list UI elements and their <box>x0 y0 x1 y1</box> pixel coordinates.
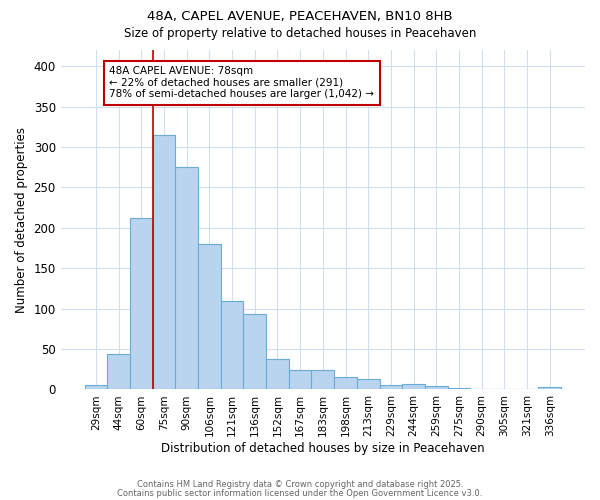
Bar <box>198 244 221 390</box>
Bar <box>107 354 130 390</box>
Text: Contains public sector information licensed under the Open Government Licence v3: Contains public sector information licen… <box>118 489 482 498</box>
X-axis label: Distribution of detached houses by size in Peacehaven: Distribution of detached houses by size … <box>161 442 485 455</box>
Bar <box>334 376 357 390</box>
Bar <box>402 384 425 390</box>
Text: 48A, CAPEL AVENUE, PEACEHAVEN, BN10 8HB: 48A, CAPEL AVENUE, PEACEHAVEN, BN10 8HB <box>147 10 453 23</box>
Text: Size of property relative to detached houses in Peacehaven: Size of property relative to detached ho… <box>124 28 476 40</box>
Bar <box>538 387 561 390</box>
Bar <box>244 314 266 390</box>
Text: 48A CAPEL AVENUE: 78sqm
← 22% of detached houses are smaller (291)
78% of semi-d: 48A CAPEL AVENUE: 78sqm ← 22% of detache… <box>109 66 374 100</box>
Bar <box>221 300 244 390</box>
Bar <box>152 135 175 390</box>
Bar <box>289 370 311 390</box>
Bar <box>130 218 152 390</box>
Bar <box>311 370 334 390</box>
Text: Contains HM Land Registry data © Crown copyright and database right 2025.: Contains HM Land Registry data © Crown c… <box>137 480 463 489</box>
Y-axis label: Number of detached properties: Number of detached properties <box>15 126 28 312</box>
Bar <box>425 386 448 390</box>
Bar <box>175 167 198 390</box>
Bar <box>357 379 380 390</box>
Bar <box>266 358 289 390</box>
Bar <box>85 386 107 390</box>
Bar <box>380 386 402 390</box>
Bar <box>448 388 470 390</box>
